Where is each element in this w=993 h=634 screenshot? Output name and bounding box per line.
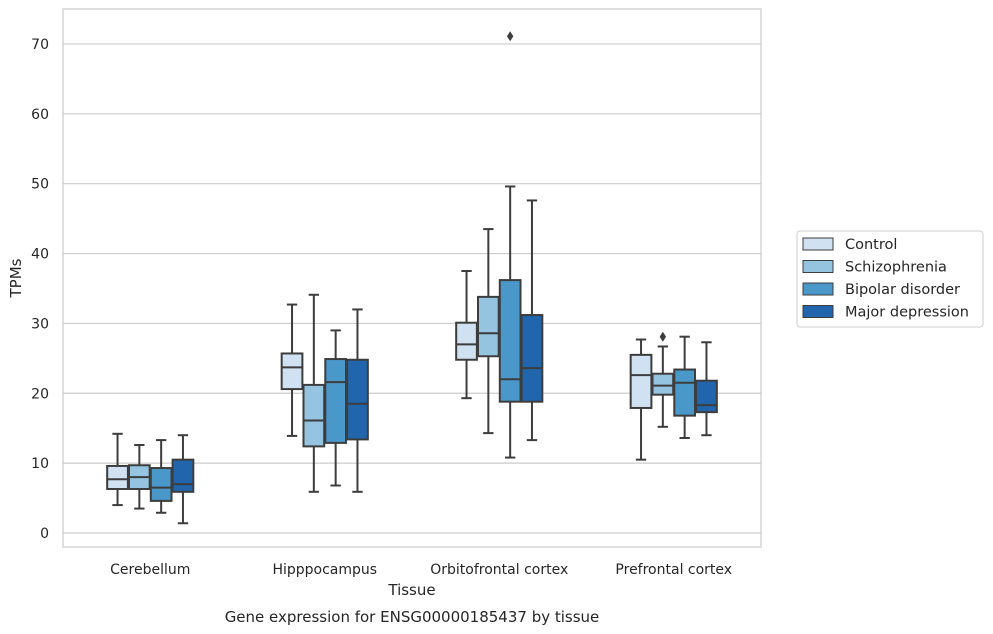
box-1-2	[324, 329, 348, 487]
y-ticks: 0 10 20 30 40 50 60 70	[31, 37, 49, 542]
y-tick-label: 70	[31, 37, 49, 53]
box-2-3	[520, 199, 544, 442]
legend-label: Schizophrenia	[845, 260, 947, 276]
box-iqr	[695, 379, 718, 414]
box-0-0	[106, 432, 129, 507]
box-iqr	[651, 372, 675, 396]
legend-swatch	[802, 282, 834, 296]
legend-label: Control	[845, 237, 897, 253]
box-iqr	[629, 353, 653, 409]
legend: Control Schizophrenia Bipolar disorder Majo…	[796, 230, 984, 328]
box-iqr	[302, 383, 326, 448]
box-0-3	[171, 434, 195, 525]
legend-swatch	[802, 260, 834, 273]
box-3-2	[673, 335, 697, 440]
box-iqr	[673, 368, 697, 417]
legend-swatch	[802, 305, 834, 318]
box-1-3	[346, 308, 369, 493]
box-3-1	[651, 331, 675, 428]
y-tick-label: 0	[40, 526, 49, 542]
box-2-2	[498, 31, 522, 459]
y-tick-label: 10	[31, 456, 49, 472]
box-iqr	[106, 464, 129, 491]
y-tick-label: 60	[31, 107, 49, 123]
legend-label: Major depression	[845, 305, 969, 321]
y-tick-label: 50	[31, 177, 49, 193]
box-iqr	[324, 358, 348, 444]
legend-swatch	[802, 237, 834, 251]
box-iqr	[455, 321, 478, 361]
box-2-1	[476, 228, 500, 435]
box-iqr	[476, 295, 500, 358]
box-iqr	[149, 467, 173, 502]
legend-label: Bipolar disorder	[845, 282, 960, 298]
y-tick-label: 20	[31, 386, 49, 402]
x-axis-label: Tissue	[387, 581, 435, 599]
box-iqr	[520, 314, 544, 403]
x-tick-label: Hipppocampus	[272, 562, 377, 578]
x-tick-label: Orbitofrontal cortex	[430, 562, 568, 578]
box-3-3	[695, 341, 718, 437]
plot-frame	[62, 8, 762, 548]
box-1-0	[280, 303, 304, 437]
box-3-0	[629, 338, 653, 461]
box-2-0	[455, 270, 478, 400]
outlier-marker	[659, 331, 667, 342]
x-tick-label: Cerebellum	[110, 562, 190, 578]
chart-caption: Gene expression for ENSG00000185437 by t…	[225, 608, 600, 626]
box-iqr	[171, 458, 195, 493]
x-ticks: Cerebellum Hipppocampus Orbitofrontal cort…	[110, 562, 732, 578]
box-0-1	[127, 443, 151, 510]
box-iqr	[346, 358, 369, 441]
box-0-2	[149, 439, 173, 514]
y-axis-label: TPMs	[7, 258, 25, 298]
grid-lines	[63, 43, 761, 534]
boxes	[106, 31, 718, 525]
x-tick-label: Prefrontal cortex	[615, 562, 732, 578]
y-tick-label: 30	[31, 316, 49, 332]
y-tick-label: 40	[31, 247, 49, 263]
box-iqr	[498, 279, 522, 403]
outlier-marker	[506, 31, 514, 42]
box-1-1	[302, 293, 326, 493]
legend-frame	[796, 230, 984, 328]
box-iqr	[280, 352, 304, 391]
